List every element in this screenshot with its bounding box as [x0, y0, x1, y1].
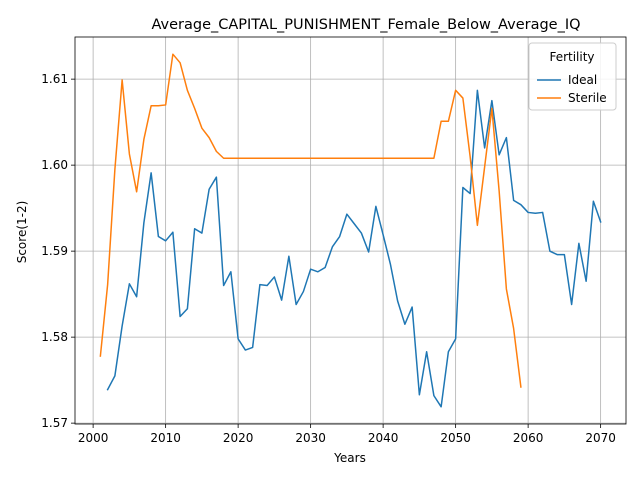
legend-box — [528, 42, 617, 111]
series-layer — [99, 53, 602, 408]
chart-title: Average_CAPITAL_PUNISHMENT_Female_Below_… — [151, 17, 580, 33]
y-tick-label: 1.59 — [41, 244, 68, 258]
series-line-sterile — [99, 53, 522, 388]
x-tick-label: 2040 — [368, 431, 399, 445]
legend-label-sterile: Sterile — [568, 91, 607, 105]
y-axis: 1.57 1.58 1.59 1.60 1.61 — [41, 72, 75, 430]
series-line-ideal — [106, 89, 602, 408]
x-axis-label: Years — [333, 451, 366, 465]
y-tick-label: 1.58 — [41, 330, 68, 344]
x-tick-label: 2030 — [295, 431, 326, 445]
x-axis: 2000 2010 2020 2030 2040 2050 2060 2070 — [78, 424, 616, 445]
x-tick-label: 2060 — [513, 431, 544, 445]
y-tick-label: 1.57 — [41, 416, 68, 430]
plot-frame — [74, 36, 627, 425]
x-tick-label: 2050 — [440, 431, 471, 445]
y-axis-label: Score(1-2) — [15, 201, 29, 264]
legend: Fertility Ideal Sterile — [528, 42, 617, 111]
x-tick-label: 2010 — [150, 431, 181, 445]
y-tick-label: 1.61 — [41, 72, 68, 86]
x-tick-label: 2070 — [585, 431, 616, 445]
y-tick-label: 1.60 — [41, 158, 68, 172]
x-tick-label: 2000 — [78, 431, 109, 445]
x-tick-label: 2020 — [223, 431, 254, 445]
legend-label-ideal: Ideal — [568, 73, 597, 87]
legend-title: Fertility — [549, 50, 594, 64]
